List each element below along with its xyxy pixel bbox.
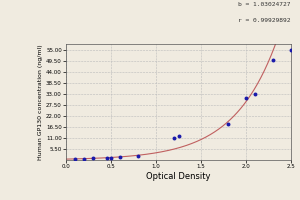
Point [104, 156, 109, 160]
Point [118, 155, 122, 159]
Y-axis label: Human GP130 concentration (ng/ml): Human GP130 concentration (ng/ml) [38, 44, 43, 160]
Point [136, 154, 140, 157]
Point [244, 96, 248, 100]
Point [73, 157, 77, 161]
Point [172, 136, 176, 140]
X-axis label: Optical Density: Optical Density [146, 172, 211, 181]
Text: r = 0.99929892: r = 0.99929892 [238, 18, 291, 23]
Point [176, 134, 181, 138]
Point [289, 48, 293, 52]
Point [109, 156, 113, 159]
Point [226, 122, 230, 126]
Point [271, 58, 275, 62]
Point [91, 157, 95, 160]
Point [82, 157, 86, 161]
Point [253, 92, 257, 96]
Text: b = 1.03024727: b = 1.03024727 [238, 2, 291, 7]
